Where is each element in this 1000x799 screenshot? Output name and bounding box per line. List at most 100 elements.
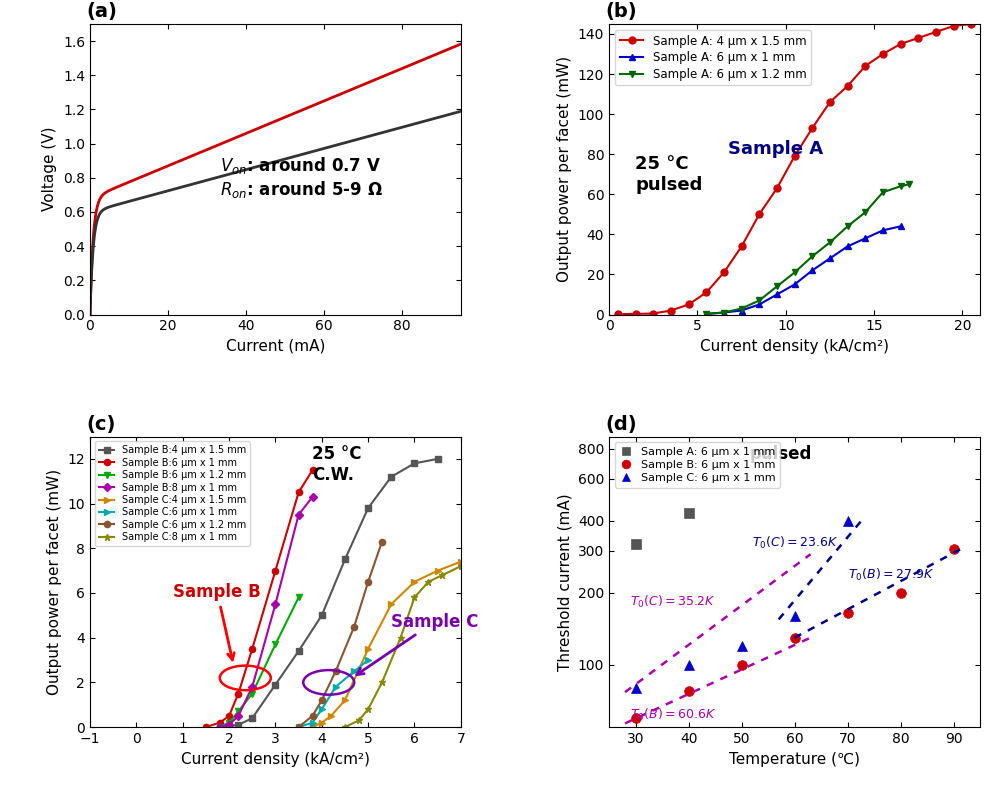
Sample A: 6 μm x 1.2 mm: (11.5, 29): 6 μm x 1.2 mm: (11.5, 29) [806, 252, 818, 261]
Sample A: 6 μm x 1.2 mm: (12.5, 36): 6 μm x 1.2 mm: (12.5, 36) [824, 237, 836, 247]
Text: $T_0(B)=27.9K$: $T_0(B)=27.9K$ [848, 566, 934, 583]
Sample A: 6 μm x 1 mm: (8.5, 5): 6 μm x 1 mm: (8.5, 5) [753, 300, 765, 309]
Line: Sample C:6 μm x 1 mm: Sample C:6 μm x 1 mm [295, 657, 371, 730]
Sample B:6 μm x 1.2 mm [214, 722, 226, 732]
Sample A: 6 μm x 1.2 mm: (5.5, 0.3): 6 μm x 1.2 mm: (5.5, 0.3) [700, 309, 712, 319]
Line: Sample B:6 μm x 1 mm: Sample B:6 μm x 1 mm [203, 467, 316, 730]
Sample C:4 μm x 1.5 mm [408, 577, 420, 586]
Sample C:4 μm x 1.5 mm [362, 644, 374, 654]
Sample B: 6 μm x 1 mm: (30, 60): 6 μm x 1 mm: (30, 60) [630, 714, 642, 723]
Text: Sample A: Sample A [728, 140, 823, 158]
Sample B:6 μm x 1.2 mm [246, 689, 258, 698]
Sample C:6 μm x 1 mm [330, 682, 342, 692]
Sample C:4 μm x 1.5 mm [316, 718, 328, 727]
Sample C:4 μm x 1.5 mm [432, 566, 444, 575]
Sample A: 6 μm x 1 mm: (10.5, 15): 6 μm x 1 mm: (10.5, 15) [789, 280, 801, 289]
Y-axis label: Output power per facet (mW): Output power per facet (mW) [557, 56, 572, 282]
Text: Sample C: Sample C [357, 613, 479, 674]
Sample B:8 μm x 1 mm [246, 682, 258, 692]
Sample A: 6 μm x 1 mm: (6.5, 1): 6 μm x 1 mm: (6.5, 1) [718, 308, 730, 317]
Sample C: 6 μm x 1 mm: (50, 120): 6 μm x 1 mm: (50, 120) [736, 642, 748, 651]
Sample A: 6 μm x 1.2 mm: (8.5, 7): 6 μm x 1.2 mm: (8.5, 7) [753, 296, 765, 305]
Sample B:6 μm x 1 mm [306, 465, 318, 475]
Sample A: 6 μm x 1 mm: (30, 320): 6 μm x 1 mm: (30, 320) [630, 539, 642, 549]
X-axis label: Current (mA): Current (mA) [226, 339, 325, 354]
Sample A: 4 μm x 1.5 mm: (15.5, 130): 4 μm x 1.5 mm: (15.5, 130) [877, 50, 889, 59]
Sample A: 6 μm x 1 mm: (11.5, 22): 6 μm x 1 mm: (11.5, 22) [806, 265, 818, 275]
Sample A: 6 μm x 1.2 mm: (16.5, 64): 6 μm x 1.2 mm: (16.5, 64) [895, 181, 907, 191]
Sample A: 4 μm x 1.5 mm: (17.5, 138): 4 μm x 1.5 mm: (17.5, 138) [912, 34, 924, 43]
Sample A: 4 μm x 1.5 mm: (7.5, 34): 4 μm x 1.5 mm: (7.5, 34) [736, 241, 748, 251]
Sample B: 6 μm x 1 mm: (90, 305): 6 μm x 1 mm: (90, 305) [948, 544, 960, 554]
Sample A: 4 μm x 1.5 mm: (8.5, 50): 4 μm x 1.5 mm: (8.5, 50) [753, 209, 765, 219]
Sample C:6 μm x 1.2 mm [348, 622, 360, 631]
Sample A: 6 μm x 1.2 mm: (7.5, 3): 6 μm x 1.2 mm: (7.5, 3) [736, 304, 748, 313]
Sample B:4 μm x 1.5 mm [408, 459, 420, 468]
Sample C:6 μm x 1 mm [316, 705, 328, 714]
Sample A: 4 μm x 1.5 mm: (4.5, 5): 4 μm x 1.5 mm: (4.5, 5) [683, 300, 695, 309]
Sample B:4 μm x 1.5 mm [293, 646, 305, 656]
Sample A: 4 μm x 1.5 mm: (9.5, 63): 4 μm x 1.5 mm: (9.5, 63) [771, 184, 783, 193]
Sample A: 4 μm x 1.5 mm: (3.5, 2): 4 μm x 1.5 mm: (3.5, 2) [665, 306, 677, 316]
Sample B:4 μm x 1.5 mm [232, 720, 244, 729]
Sample C:4 μm x 1.5 mm [455, 557, 467, 566]
X-axis label: Current density (kA/cm²): Current density (kA/cm²) [700, 339, 889, 354]
Sample A: 6 μm x 1 mm: (7.5, 2): 6 μm x 1 mm: (7.5, 2) [736, 306, 748, 316]
Sample A: 6 μm x 1.2 mm: (6.5, 1): 6 μm x 1.2 mm: (6.5, 1) [718, 308, 730, 317]
Sample A: 6 μm x 1.2 mm: (15.5, 61): 6 μm x 1.2 mm: (15.5, 61) [877, 188, 889, 197]
Text: $V_{on}$: around 0.7 V
$R_{on}$: around 5-9 Ω: $V_{on}$: around 0.7 V $R_{on}$: around … [220, 155, 383, 200]
Sample C:4 μm x 1.5 mm [339, 695, 351, 705]
Line: Sample B:4 μm x 1.5 mm: Sample B:4 μm x 1.5 mm [217, 455, 441, 730]
Sample B:8 μm x 1 mm [306, 492, 318, 502]
Sample A: 6 μm x 1.2 mm: (14.5, 51): 6 μm x 1.2 mm: (14.5, 51) [859, 208, 871, 217]
Sample C:8 μm x 1 mm [422, 577, 434, 586]
Sample A: 6 μm x 1 mm: (40, 430): 6 μm x 1 mm: (40, 430) [683, 508, 695, 518]
Sample B: 6 μm x 1 mm: (70, 165): 6 μm x 1 mm: (70, 165) [842, 608, 854, 618]
Sample B:4 μm x 1.5 mm [214, 722, 226, 732]
Sample A: 4 μm x 1.5 mm: (16.5, 135): 4 μm x 1.5 mm: (16.5, 135) [895, 39, 907, 49]
Line: Sample C:8 μm x 1 mm: Sample C:8 μm x 1 mm [342, 563, 464, 730]
Sample C:6 μm x 1 mm [293, 722, 305, 732]
X-axis label: Temperature (℃): Temperature (℃) [729, 752, 860, 766]
Y-axis label: Voltage (V): Voltage (V) [42, 127, 57, 212]
Sample B:4 μm x 1.5 mm [362, 503, 374, 513]
Legend: Sample A: 4 μm x 1.5 mm, Sample A: 6 μm x 1 mm, Sample A: 6 μm x 1.2 mm: Sample A: 4 μm x 1.5 mm, Sample A: 6 μm … [615, 30, 811, 85]
Legend: Sample B:4 μm x 1.5 mm, Sample B:6 μm x 1 mm, Sample B:6 μm x 1.2 mm, Sample B:8: Sample B:4 μm x 1.5 mm, Sample B:6 μm x … [95, 441, 250, 547]
Line: Sample A: 6 μm x 1 mm: Sample A: 6 μm x 1 mm [631, 508, 693, 549]
Sample C:8 μm x 1 mm [339, 722, 351, 732]
Text: 25 °C
pulsed: 25 °C pulsed [635, 155, 702, 193]
Sample B:8 μm x 1 mm [293, 510, 305, 519]
Text: $T_0(C)=23.6K$: $T_0(C)=23.6K$ [752, 535, 838, 551]
Sample A: 4 μm x 1.5 mm: (19.5, 144): 4 μm x 1.5 mm: (19.5, 144) [948, 22, 960, 31]
Sample C:8 μm x 1 mm [455, 562, 467, 571]
Y-axis label: Output power per facet (mW): Output power per facet (mW) [47, 469, 62, 695]
Sample B:6 μm x 1.2 mm [232, 706, 244, 716]
Sample A: 4 μm x 1.5 mm: (18.5, 141): 4 μm x 1.5 mm: (18.5, 141) [930, 27, 942, 37]
Sample A: 6 μm x 1 mm: (13.5, 34): 6 μm x 1 mm: (13.5, 34) [842, 241, 854, 251]
Sample C:4 μm x 1.5 mm [306, 722, 318, 732]
Sample A: 4 μm x 1.5 mm: (20.5, 145): 4 μm x 1.5 mm: (20.5, 145) [965, 19, 977, 29]
Line: Sample B:6 μm x 1.2 mm: Sample B:6 μm x 1.2 mm [217, 594, 302, 730]
Sample B:6 μm x 1.2 mm [269, 640, 281, 650]
Sample B:8 μm x 1 mm [232, 711, 244, 721]
Line: Sample A: 6 μm x 1 mm: Sample A: 6 μm x 1 mm [703, 223, 904, 317]
Sample C:6 μm x 1 mm [306, 718, 318, 727]
Sample B: 6 μm x 1 mm: (50, 100): 6 μm x 1 mm: (50, 100) [736, 660, 748, 670]
Sample A: 4 μm x 1.5 mm: (14.5, 124): 4 μm x 1.5 mm: (14.5, 124) [859, 62, 871, 71]
Sample B:6 μm x 1 mm [214, 718, 226, 727]
Sample B:6 μm x 1 mm [246, 644, 258, 654]
Sample C:8 μm x 1 mm [353, 716, 365, 725]
Sample A: 6 μm x 1 mm: (16.5, 44): 6 μm x 1 mm: (16.5, 44) [895, 221, 907, 231]
Sample A: 4 μm x 1.5 mm: (6.5, 21): 4 μm x 1.5 mm: (6.5, 21) [718, 268, 730, 277]
Sample C:6 μm x 1.2 mm [316, 695, 328, 705]
Sample B:8 μm x 1 mm [214, 722, 226, 732]
Sample A: 4 μm x 1.5 mm: (2.5, 0.5): 4 μm x 1.5 mm: (2.5, 0.5) [647, 308, 659, 318]
Sample B:4 μm x 1.5 mm [246, 714, 258, 723]
Sample C:6 μm x 1.2 mm [376, 537, 388, 547]
Legend: Sample A: 6 μm x 1 mm, Sample B: 6 μm x 1 mm, Sample C: 6 μm x 1 mm: Sample A: 6 μm x 1 mm, Sample B: 6 μm x … [615, 442, 780, 487]
Sample C:6 μm x 1 mm [348, 666, 360, 676]
Sample C:6 μm x 1 mm [362, 655, 374, 665]
Sample B:4 μm x 1.5 mm [269, 680, 281, 690]
Sample A: 4 μm x 1.5 mm: (0.5, 0.2): 4 μm x 1.5 mm: (0.5, 0.2) [612, 309, 624, 319]
Line: Sample C:4 μm x 1.5 mm: Sample C:4 μm x 1.5 mm [309, 559, 464, 730]
